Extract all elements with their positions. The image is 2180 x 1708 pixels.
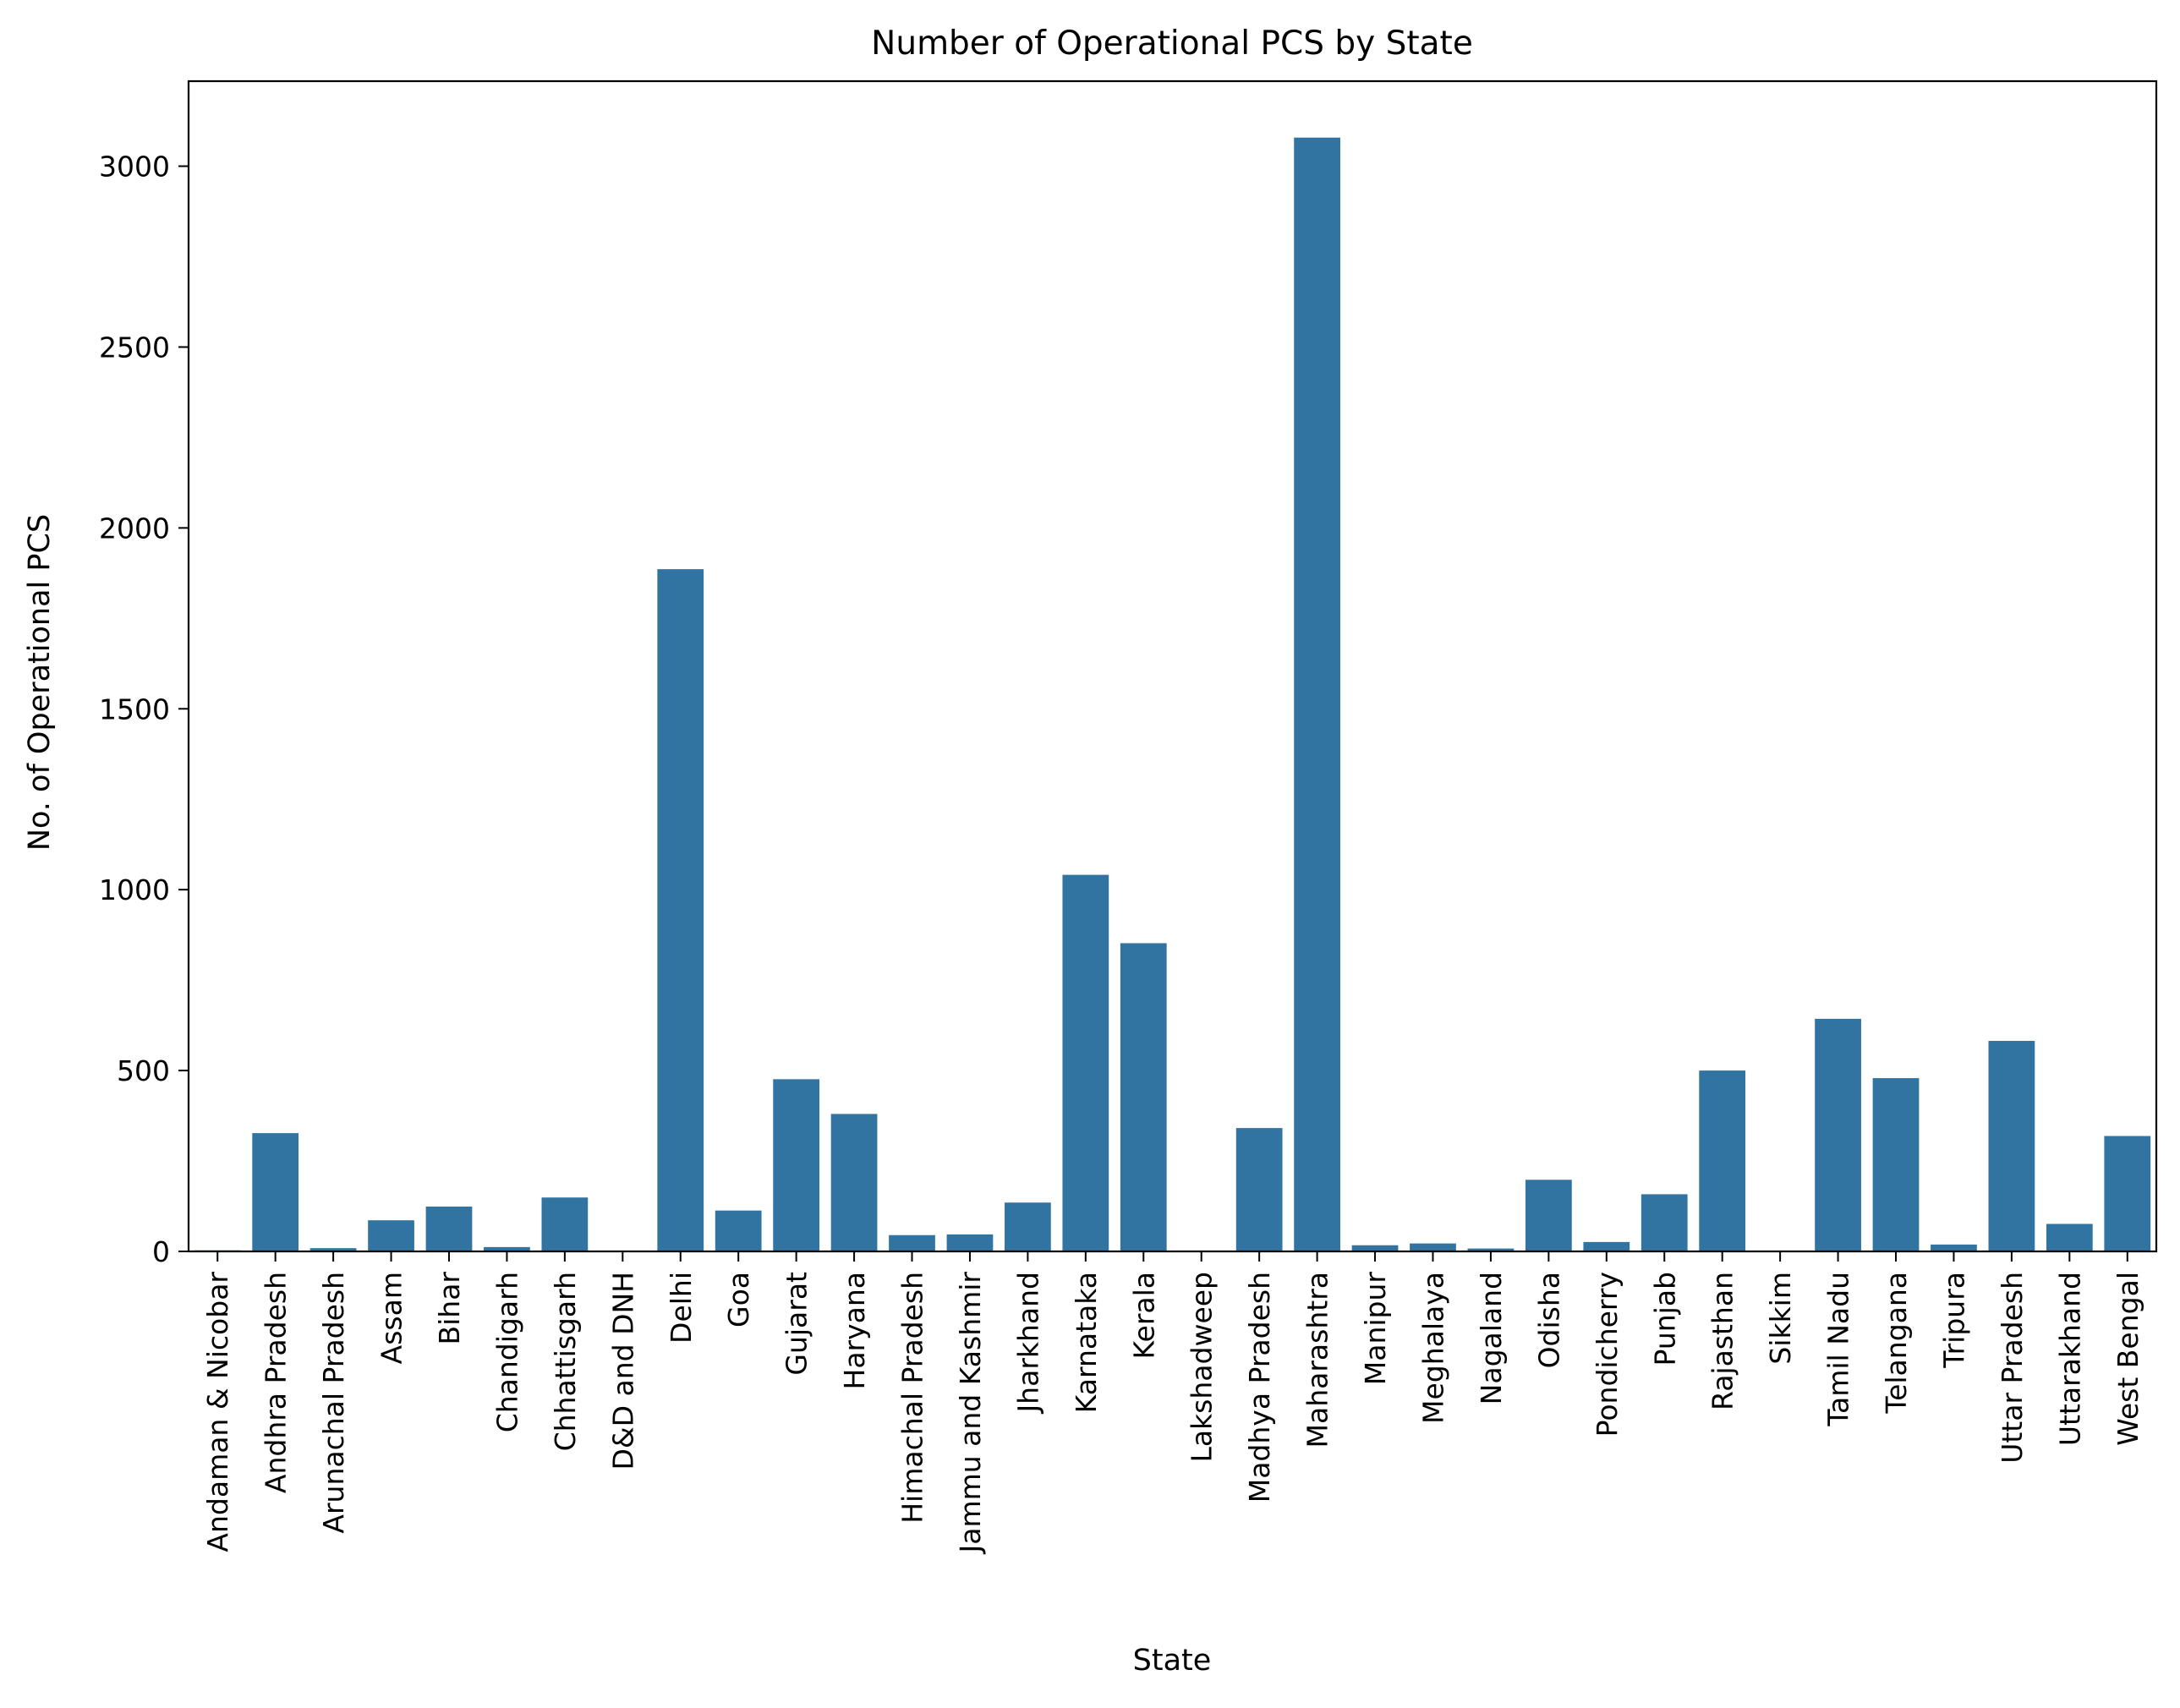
y-tick-label: 1500	[99, 693, 170, 725]
x-tick-label: Pondicherry	[1591, 1272, 1624, 1437]
y-axis-label: No. of Operational PCS	[23, 514, 57, 851]
x-tick-label: D&D and DNH	[606, 1272, 639, 1470]
x-tick-label: Madhya Pradesh	[1243, 1272, 1276, 1503]
ticks-group: 0 500 1000 1500 2000 2500 3000 Andaman & Nicoba…	[99, 151, 2144, 1555]
x-tick-label: Nagaland	[1475, 1272, 1508, 1404]
bar-maharashtra	[1294, 138, 1340, 1251]
bar-andhra-pradesh	[252, 1133, 299, 1251]
bar-odisha	[1525, 1180, 1572, 1251]
bar-punjab	[1641, 1194, 1688, 1251]
bars-group	[194, 138, 2150, 1251]
y-tick-label: 500	[117, 1054, 170, 1087]
x-axis-label: State	[1133, 1644, 1212, 1678]
bar-madhya-pradesh	[1236, 1128, 1283, 1251]
x-tick-label: Bihar	[433, 1272, 466, 1345]
x-tick-label: Manipur	[1359, 1272, 1392, 1386]
x-tick-label: Andhra Pradesh	[260, 1272, 293, 1493]
bar-himachal-pradesh	[889, 1235, 935, 1251]
x-tick-label: West Bengal	[2112, 1272, 2144, 1446]
x-tick-label: Goa	[722, 1272, 755, 1328]
chart-title: Number of Operational PCS by State	[871, 25, 1473, 63]
bar-jharkhand	[1005, 1202, 1051, 1251]
bar-uttarakhand	[2046, 1224, 2093, 1251]
bar-meghalaya	[1410, 1244, 1456, 1251]
x-tick-label: Sikkim	[1764, 1272, 1797, 1365]
bar-tamil-nadu	[1815, 1019, 1861, 1251]
bar-uttar-pradesh	[1989, 1041, 2035, 1251]
bar-pondicherry	[1583, 1242, 1630, 1251]
x-tick-label: Meghalaya	[1416, 1272, 1449, 1424]
bar-gujarat	[773, 1079, 819, 1251]
x-tick-label: Lakshadweep	[1186, 1272, 1219, 1463]
x-tick-label: Rajasthan	[1706, 1272, 1739, 1410]
x-tick-label: Punjab	[1648, 1272, 1681, 1366]
bar-bihar	[426, 1207, 473, 1251]
bar-chhattisgarh	[541, 1197, 588, 1251]
x-tick-label: Chhattisgarh	[549, 1272, 582, 1451]
x-tick-label: Uttarakhand	[2053, 1272, 2086, 1446]
x-tick-label: Telangana	[1880, 1272, 1913, 1414]
x-tick-label: Gujarat	[781, 1272, 813, 1376]
x-tick-label: Andaman & Nicobar	[201, 1272, 234, 1552]
bar-delhi	[657, 569, 704, 1251]
bar-west-bengal	[2104, 1136, 2150, 1251]
y-tick-label: 1000	[99, 873, 170, 906]
x-tick-label: Karnataka	[1070, 1272, 1103, 1413]
bar-assam	[368, 1220, 414, 1251]
x-tick-label: Haryana	[838, 1272, 871, 1390]
bar-tripura	[1931, 1245, 1977, 1251]
bar-goa	[715, 1211, 762, 1251]
x-tick-label: Tripura	[1937, 1272, 1970, 1369]
bar-kerala	[1120, 944, 1167, 1252]
x-tick-label: Himachal Pradesh	[896, 1272, 929, 1524]
bar-karnataka	[1062, 875, 1109, 1251]
y-tick-label: 3000	[99, 151, 170, 183]
y-tick-label: 2000	[99, 512, 170, 545]
x-tick-label: Tamil Nadu	[1822, 1272, 1855, 1427]
x-tick-label: Maharashtra	[1301, 1272, 1334, 1448]
bar-jammu-and-kashmir	[947, 1234, 994, 1251]
x-tick-label: Chandigarh	[490, 1272, 523, 1432]
x-tick-label: Assam	[375, 1272, 408, 1364]
bar-haryana	[831, 1114, 878, 1251]
bar-telangana	[1873, 1078, 1920, 1251]
x-tick-label: Jammu and Kashmir	[954, 1272, 987, 1555]
bar-rajasthan	[1699, 1070, 1745, 1251]
y-tick-label: 0	[152, 1235, 170, 1268]
x-tick-label: Arunachal Pradesh	[317, 1272, 350, 1534]
x-tick-label: Kerala	[1127, 1272, 1160, 1359]
x-tick-label: Uttar Pradesh	[1996, 1272, 2029, 1464]
x-tick-label: Jharkhand	[1011, 1272, 1044, 1415]
x-tick-label: Odisha	[1532, 1272, 1565, 1368]
x-tick-label: Delhi	[665, 1272, 698, 1344]
y-tick-label: 2500	[99, 331, 170, 364]
